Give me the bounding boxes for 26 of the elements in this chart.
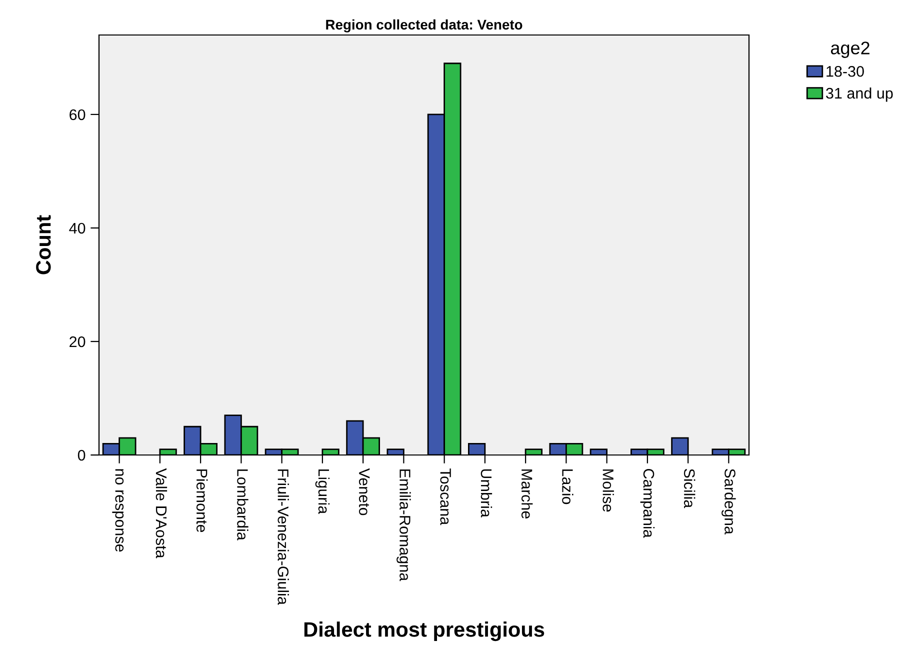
legend-title: age2	[830, 42, 870, 58]
y-tick-label: 0	[78, 450, 86, 461]
x-tick-label: Piemonte	[196, 469, 208, 532]
y-axis-title: Count	[36, 215, 51, 274]
x-tick-label: Campania	[640, 468, 655, 538]
x-tick-label: Marche	[521, 469, 533, 518]
x-tick-label: Umbria	[480, 469, 492, 518]
y-tick-label: 20	[70, 336, 86, 348]
legend-label: 31 and up	[826, 87, 893, 102]
x-tick-label: Sicilia	[684, 468, 696, 508]
x-tick-label: Emilia-Romagna	[396, 469, 411, 582]
x-tick-label: Molise	[602, 469, 614, 512]
x-tick-label: Liguria	[315, 469, 330, 514]
legend-label: 18-30	[826, 66, 864, 77]
y-tick-label: 60	[70, 109, 86, 120]
x-tick-label: Lombardia	[237, 469, 248, 540]
x-tick-label: Toscana	[440, 468, 451, 526]
x-axis-title: Dialect most prestigious	[304, 622, 544, 642]
chart-title: Region collected data: Veneto	[326, 19, 522, 32]
x-tick-label: no response	[112, 469, 124, 552]
y-tick-label: 40	[69, 222, 86, 234]
x-tick-label: Veneto	[358, 468, 370, 516]
x-tick-label: Lazio	[562, 469, 574, 504]
x-tick-label: Friuli-Venezia-Giulia	[278, 469, 289, 605]
x-tick-label: Sardegna	[722, 468, 736, 534]
x-tick-label: Valle D'Aosta	[156, 468, 168, 558]
